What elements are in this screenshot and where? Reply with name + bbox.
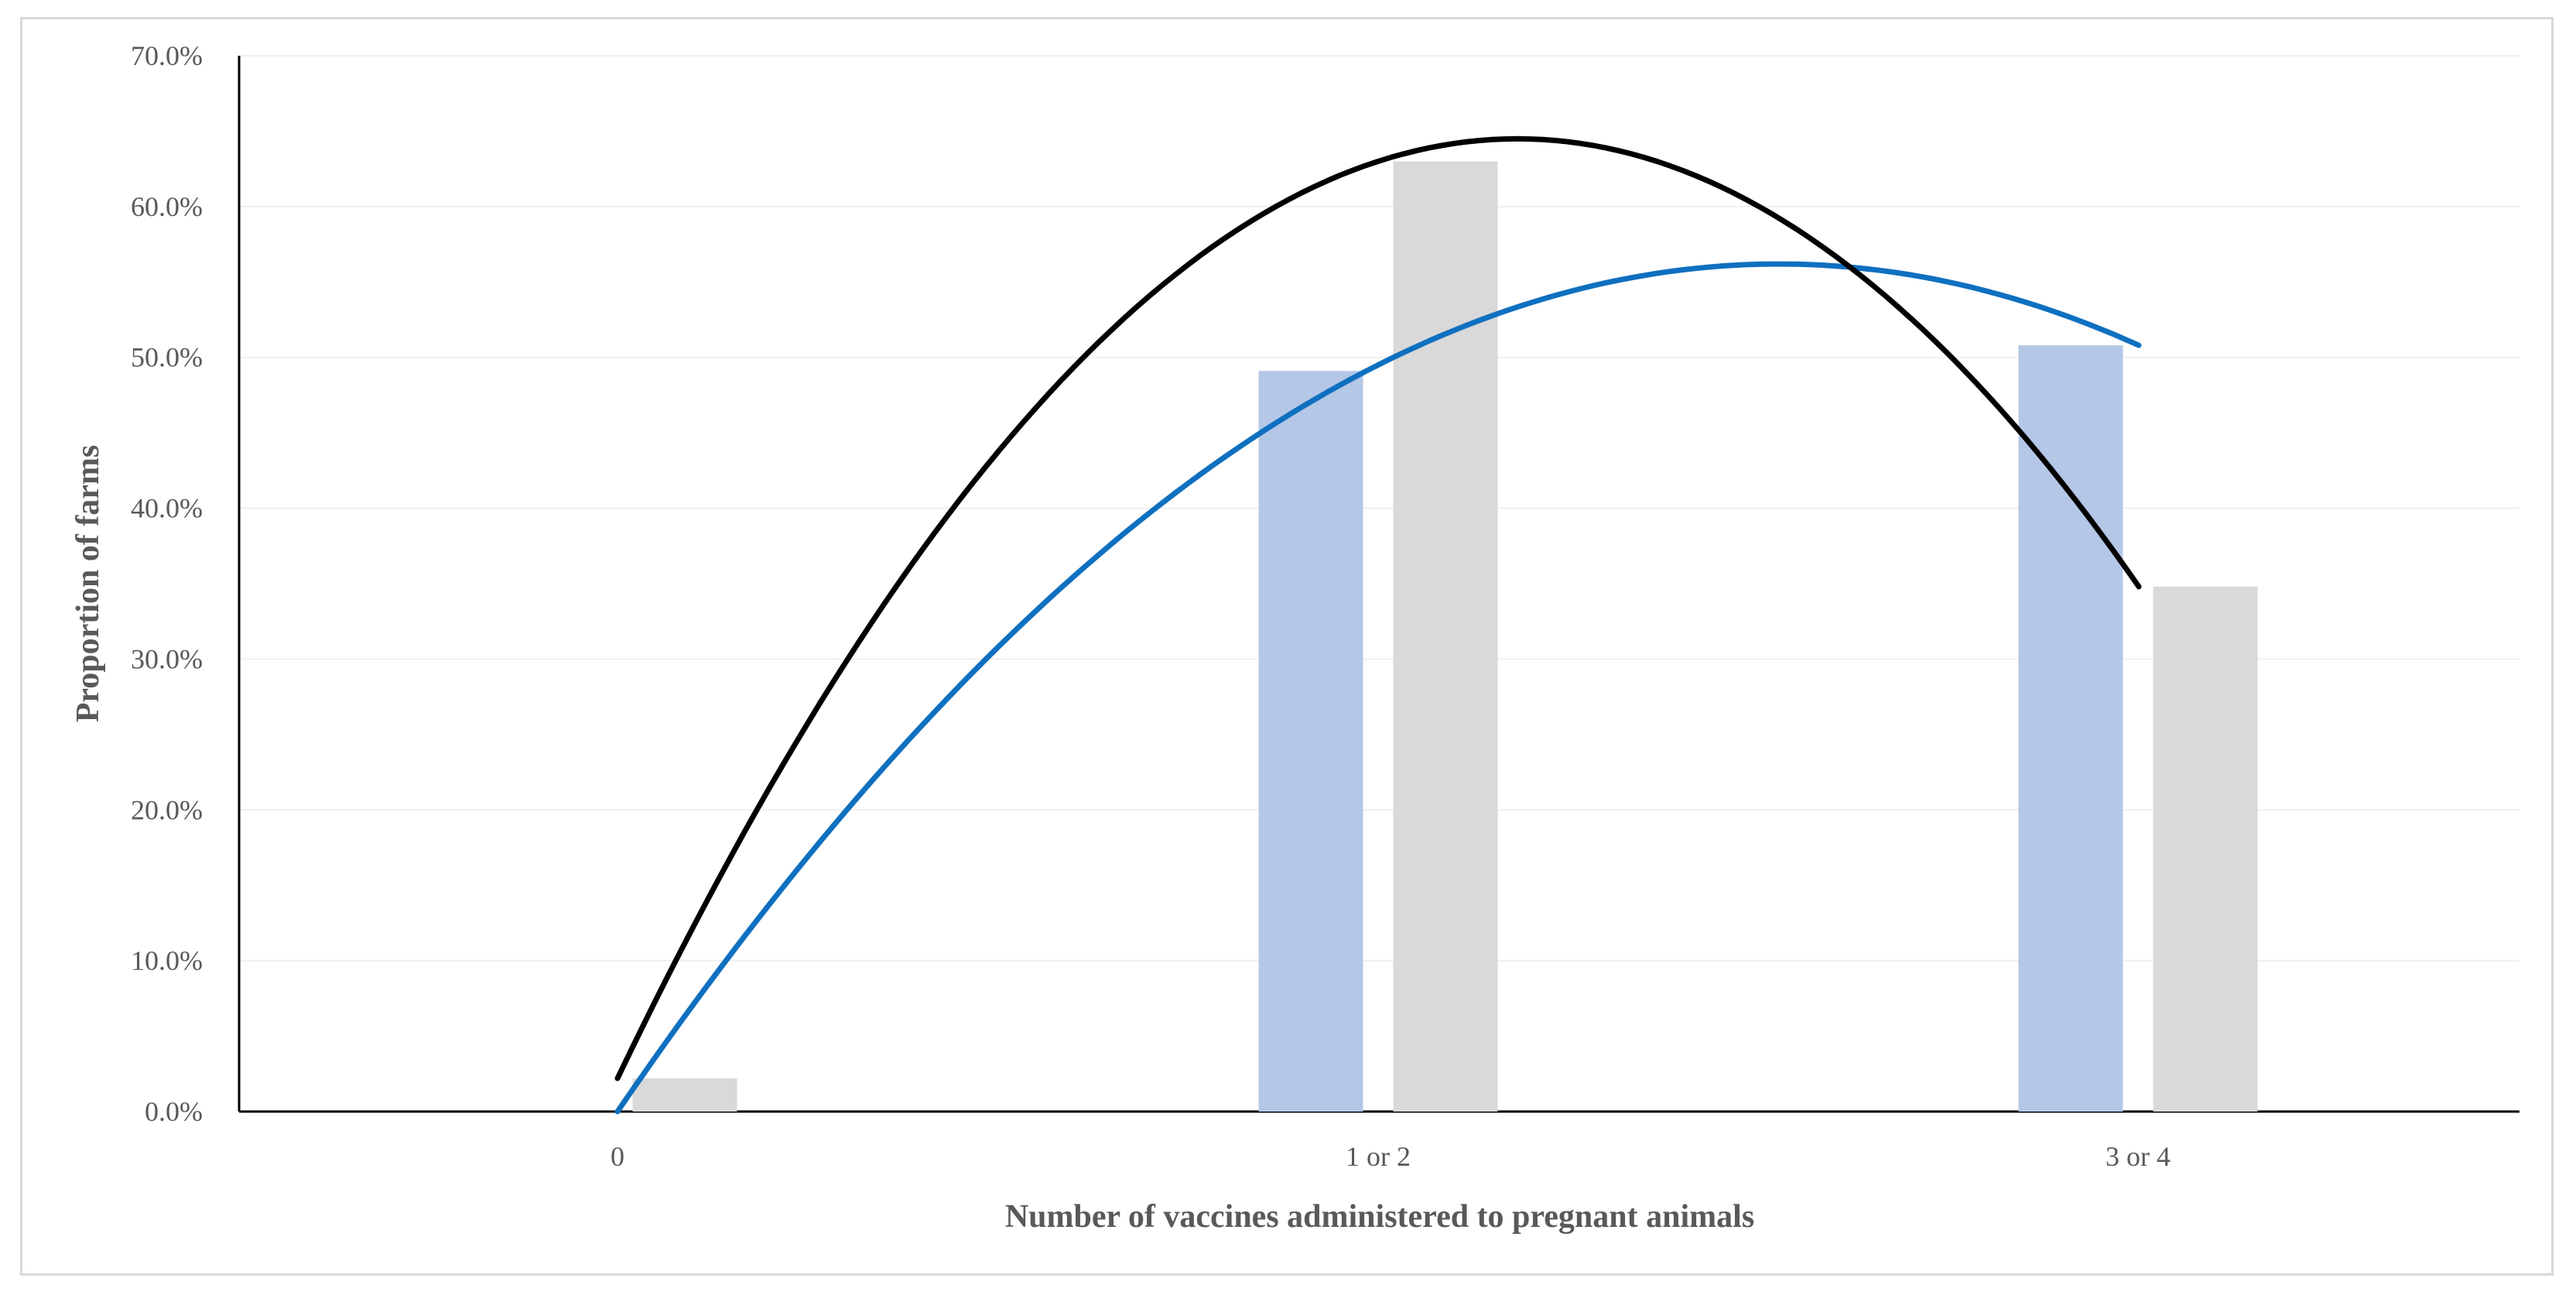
bar-series-2 [1393,161,1498,1112]
bar-series-1 [1258,371,1363,1112]
bar-series-2 [632,1078,737,1112]
x-axis-title: Number of vaccines administered to pregn… [1005,1199,1754,1235]
x-tick-label: 1 or 2 [1346,1141,1411,1172]
y-tick-label: 70.0% [131,40,203,71]
y-tick-label: 50.0% [131,342,203,373]
x-tick-label: 0 [611,1141,624,1172]
y-tick-label: 10.0% [131,945,203,976]
bars [632,161,2258,1112]
y-tick-label: 20.0% [131,794,203,825]
y-tick-label: 40.0% [131,493,203,524]
y-tick-label: 30.0% [131,643,203,674]
x-tick-labels: 0 1 or 2 3 or 4 [611,1141,2171,1172]
bar-series-1 [2018,345,2123,1112]
x-tick-label: 3 or 4 [2106,1141,2171,1172]
trendlines [614,135,2142,1115]
trend-series-2 [614,135,2142,1081]
y-axis-title: Proportion of farms [70,445,106,723]
y-tick-labels: 0.0% 10.0% 20.0% 30.0% 40.0% 50.0% 60.0% 70.0% [131,40,203,1127]
trend-series-1 [614,261,2142,1115]
y-tick-label: 0.0% [145,1096,203,1127]
y-tick-label: 60.0% [131,191,203,222]
gridlines [239,55,2520,962]
bar-series-2 [2153,586,2258,1112]
